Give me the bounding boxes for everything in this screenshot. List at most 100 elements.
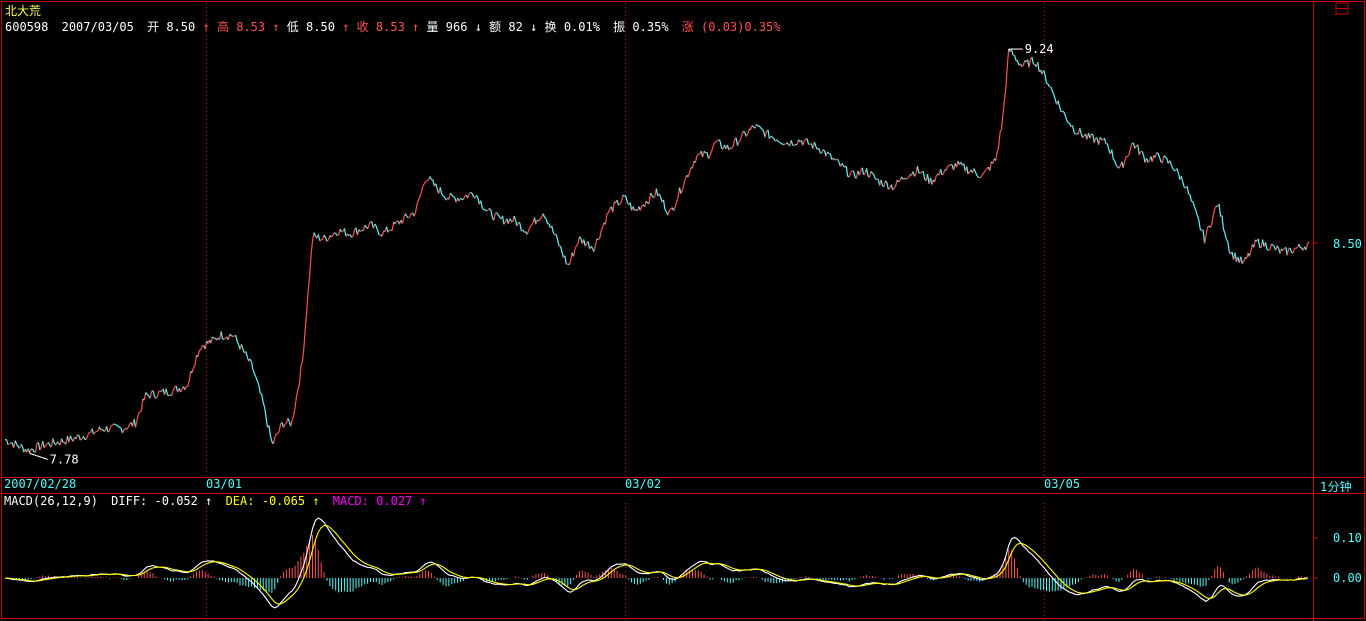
turnover-label: 换	[545, 20, 557, 34]
price-segment	[80, 438, 83, 441]
price-segment	[277, 430, 280, 434]
price-segment	[995, 152, 998, 161]
price-segment	[564, 255, 567, 265]
price-segment	[1128, 147, 1132, 155]
price-segment	[1211, 214, 1214, 225]
price-segment	[311, 232, 315, 242]
dea-arrow: ↑	[312, 494, 319, 508]
price-segment	[489, 208, 492, 211]
diff-label: DIFF:	[111, 494, 147, 508]
period-selector[interactable]: 1分钟	[1320, 479, 1352, 494]
price-segment	[1112, 158, 1116, 161]
price-segment	[1268, 249, 1271, 251]
price-axis-label: 8.50	[1333, 237, 1362, 251]
price-segment	[249, 358, 253, 363]
macd-arrow: ↑	[420, 494, 427, 508]
price-segment	[391, 222, 395, 231]
price-segment	[895, 179, 898, 187]
price-segment	[918, 172, 921, 174]
price-segment	[1115, 164, 1118, 168]
price-segment	[544, 216, 547, 219]
price-segment	[1275, 245, 1278, 251]
price-segment	[145, 392, 148, 395]
price-segment	[116, 424, 119, 427]
price-segment	[1091, 133, 1094, 136]
amount-label: 额	[489, 20, 501, 34]
price-segment	[813, 141, 817, 147]
price-segment	[861, 167, 865, 176]
price-segment	[904, 177, 907, 180]
price-segment	[706, 152, 710, 159]
price-segment	[98, 426, 102, 431]
price-segment	[108, 425, 112, 431]
price-segment	[338, 228, 341, 236]
price-segment	[542, 213, 546, 218]
price-segment	[1250, 244, 1253, 251]
price-segment	[780, 142, 783, 145]
price-segment	[691, 160, 695, 169]
price-segment	[1159, 157, 1162, 163]
price-segment	[1193, 206, 1197, 211]
macd-value: 0.027	[376, 494, 412, 508]
price-segment	[758, 125, 762, 129]
price-segment	[117, 425, 120, 428]
calendar-icon[interactable]	[1335, 2, 1349, 15]
price-segment	[1050, 86, 1053, 91]
vol-value: 966	[446, 20, 468, 34]
price-segment	[1300, 247, 1302, 249]
price-segment	[422, 183, 425, 187]
diff-arrow: ↑	[205, 494, 212, 508]
price-segment	[1147, 160, 1150, 163]
price-segment	[526, 230, 530, 235]
price-segment	[513, 215, 517, 221]
price-segment	[1011, 49, 1014, 56]
price-segment	[165, 388, 169, 395]
price-segment	[32, 448, 35, 452]
macd-title: MACD(26,12,9)	[4, 494, 98, 508]
dea-label: DEA:	[226, 494, 255, 508]
price-segment	[539, 216, 543, 220]
price-segment	[707, 155, 711, 159]
price-segment	[264, 407, 267, 418]
price-segment	[629, 202, 633, 211]
price-segment	[235, 334, 238, 342]
price-segment	[78, 435, 81, 441]
price-segment	[1282, 247, 1285, 251]
close-label: 收	[357, 20, 369, 34]
price-segment	[645, 200, 649, 204]
price-segment	[1066, 120, 1069, 123]
price-segment	[477, 197, 480, 205]
price-segment	[989, 161, 992, 171]
price-segment	[678, 187, 682, 194]
min-price-marker: 7.78	[29, 452, 79, 466]
price-segment	[77, 434, 80, 437]
price-segment	[561, 251, 564, 258]
price-segment	[293, 407, 296, 417]
price-segment	[171, 389, 174, 396]
price-segment	[445, 198, 448, 201]
price-segment	[607, 208, 611, 214]
diff-value: -0.052	[155, 494, 198, 508]
price-segment	[435, 183, 438, 190]
price-segment	[377, 230, 380, 236]
open-label: 开	[147, 20, 159, 34]
price-segment	[193, 364, 196, 368]
price-segment	[868, 171, 872, 178]
price-segment	[1057, 100, 1061, 107]
price-segment	[1047, 83, 1050, 88]
price-segment	[304, 312, 308, 329]
price-segment	[1067, 122, 1071, 125]
price-segment	[648, 193, 652, 204]
price-segment	[898, 180, 901, 183]
price-segment	[664, 209, 667, 213]
price-segment	[105, 426, 109, 433]
low-label: 低	[287, 20, 299, 34]
price-segment	[467, 193, 470, 199]
price-segment	[1184, 186, 1186, 189]
price-segment	[432, 179, 435, 187]
price-segment	[231, 335, 233, 337]
price-segment	[101, 428, 105, 432]
vol-arrow: ↓	[475, 20, 482, 34]
price-segment	[381, 230, 385, 237]
price-segment	[45, 443, 48, 446]
